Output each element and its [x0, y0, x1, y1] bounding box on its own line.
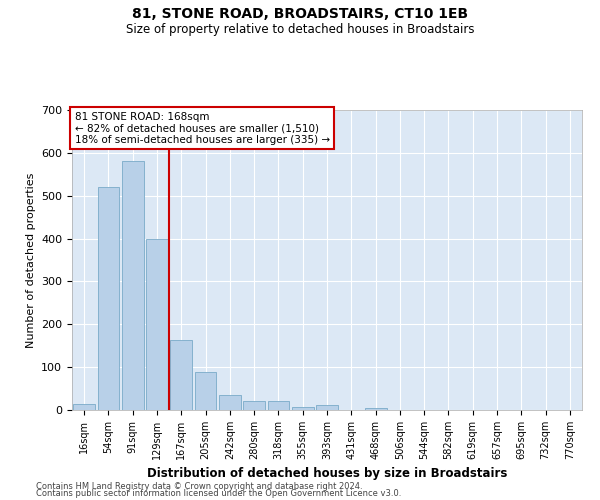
Text: Contains HM Land Registry data © Crown copyright and database right 2024.: Contains HM Land Registry data © Crown c…	[36, 482, 362, 491]
Bar	[194, 372, 217, 410]
Bar	[268, 400, 289, 410]
Bar	[146, 238, 168, 410]
Y-axis label: Number of detached properties: Number of detached properties	[26, 172, 35, 348]
Text: 81 STONE ROAD: 168sqm
← 82% of detached houses are smaller (1,510)
18% of semi-d: 81 STONE ROAD: 168sqm ← 82% of detached …	[74, 112, 329, 144]
Bar	[316, 405, 338, 410]
Bar	[243, 400, 265, 410]
Bar	[365, 408, 386, 410]
Bar	[219, 395, 241, 410]
Bar	[170, 340, 192, 410]
Text: Distribution of detached houses by size in Broadstairs: Distribution of detached houses by size …	[147, 467, 507, 480]
Text: 81, STONE ROAD, BROADSTAIRS, CT10 1EB: 81, STONE ROAD, BROADSTAIRS, CT10 1EB	[132, 8, 468, 22]
Bar	[73, 404, 95, 410]
Text: Contains public sector information licensed under the Open Government Licence v3: Contains public sector information licen…	[36, 490, 401, 498]
Bar	[97, 187, 119, 410]
Bar	[292, 407, 314, 410]
Text: Size of property relative to detached houses in Broadstairs: Size of property relative to detached ho…	[126, 22, 474, 36]
Bar	[122, 162, 143, 410]
